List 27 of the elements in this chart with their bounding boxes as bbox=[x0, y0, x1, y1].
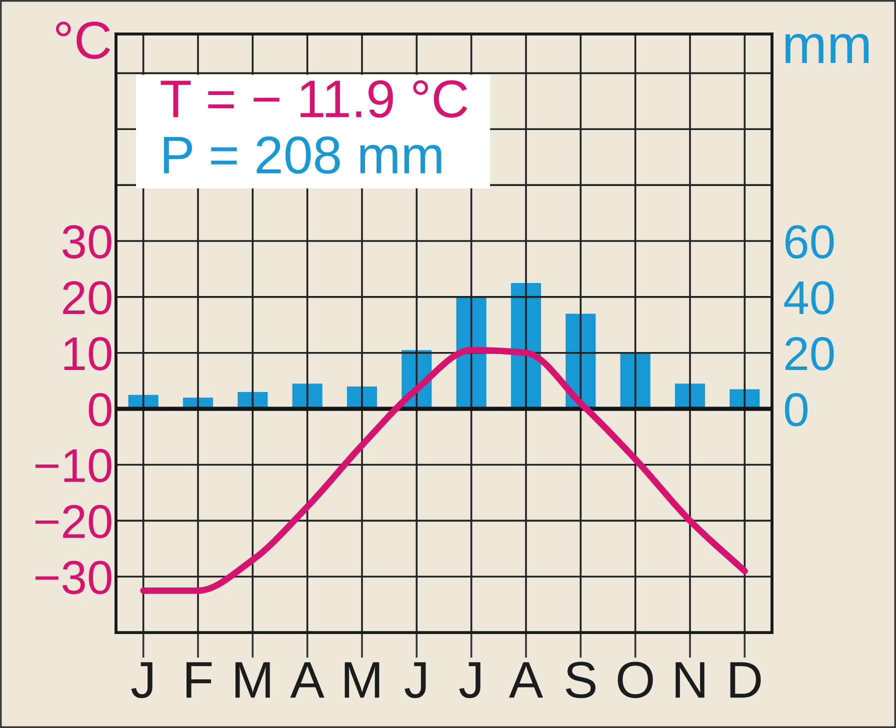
y-tick-label: 20 bbox=[63, 281, 112, 315]
x-tick-label: S bbox=[566, 662, 596, 698]
y-tick-label: 30 bbox=[62, 225, 112, 259]
annotation: P = 208 mm bbox=[164, 136, 442, 174]
y-tick-label: −20 bbox=[35, 504, 112, 538]
y2-tick-label: 20 bbox=[785, 337, 834, 370]
y2-axis-title: mm bbox=[785, 34, 869, 63]
x-tick-label: J bbox=[459, 662, 480, 698]
x-tick-label: M bbox=[344, 662, 380, 698]
y2-tick-label: 60 bbox=[786, 225, 834, 259]
x-tick-label: D bbox=[730, 662, 761, 698]
x-tick-label: M bbox=[235, 662, 270, 698]
x-tick-label: N bbox=[676, 662, 704, 698]
y-tick-label: 0 bbox=[88, 392, 112, 426]
x-tick-label: J bbox=[131, 662, 152, 698]
x-tick-label: A bbox=[508, 662, 544, 698]
x-tick-label: A bbox=[290, 662, 324, 698]
y-tick-label: 10 bbox=[64, 337, 112, 370]
x-tick-label: O bbox=[618, 662, 653, 698]
y2-tick-label: 0 bbox=[784, 392, 808, 426]
y-tick-label: −30 bbox=[35, 560, 112, 594]
y2-tick-label: 40 bbox=[784, 281, 834, 315]
y-tick-label: −10 bbox=[35, 448, 112, 482]
x-tick-label: F bbox=[186, 662, 212, 698]
x-tick-label: J bbox=[404, 662, 426, 698]
annotation: T = − 11.9 °C bbox=[160, 80, 468, 118]
y-axis-title: °C bbox=[56, 22, 110, 59]
